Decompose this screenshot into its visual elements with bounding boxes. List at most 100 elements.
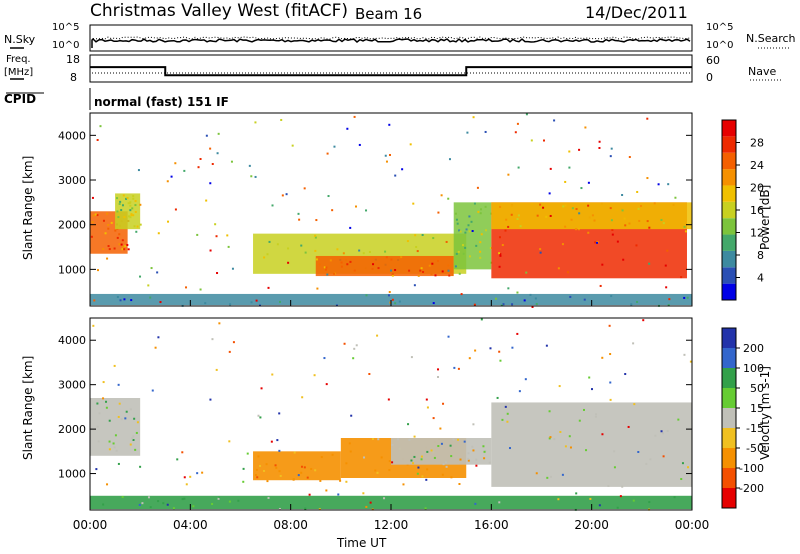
station-title: Christmas Valley West (fitACF) (90, 1, 348, 21)
power-ylabel: Slant Range [km] (21, 156, 35, 260)
velocity-scatter (561, 473, 564, 476)
velocity-speckle (108, 419, 111, 422)
velocity-scatter (343, 342, 346, 345)
power-speckle (324, 268, 327, 271)
power-speckle (454, 265, 457, 268)
power-speckle (662, 222, 665, 225)
velocity-speckle (257, 455, 260, 458)
velocity-scatter (232, 341, 235, 344)
power-speckle (653, 202, 656, 205)
power-scatter (167, 220, 170, 223)
power-scatter (281, 194, 284, 197)
power-speckle (468, 230, 471, 233)
power-scatter (498, 252, 501, 255)
colorbar-tick-label: 8 (757, 249, 764, 262)
velocity-scatter (355, 344, 358, 347)
colorbar-segment (722, 201, 736, 219)
velocity-scatter (325, 489, 328, 492)
velocity-scatter (447, 335, 450, 338)
power-scatter (349, 226, 352, 229)
power-scatter (445, 240, 448, 243)
power-scatter (564, 180, 567, 183)
power-speckle (391, 274, 394, 277)
power-speckle (377, 267, 380, 270)
velocity-speckle (275, 466, 278, 469)
power-speckle (268, 240, 271, 243)
velocity-scatter (218, 322, 221, 325)
ytick-label: 2000 (58, 219, 86, 232)
velocity-scatter (124, 417, 127, 420)
velocity-speckle (293, 451, 296, 454)
power-scatter (358, 143, 361, 146)
power-speckle (120, 243, 123, 246)
power-scatter (303, 187, 306, 190)
power-scatter (216, 152, 219, 155)
colorbar-segment (722, 408, 736, 428)
power-scatter (553, 119, 556, 122)
velocity-scatter (211, 338, 214, 341)
velocity-speckle (149, 506, 152, 509)
colorbar-segment (722, 328, 736, 348)
power-scatter (388, 290, 391, 293)
power-speckle (340, 265, 343, 268)
noise-sky-series (91, 37, 691, 48)
power-speckle (583, 298, 586, 301)
power-scatter (170, 175, 173, 178)
colorbar-segment (722, 468, 736, 488)
velocity-speckle (108, 440, 111, 443)
colorbar-tick-label: -15 (746, 422, 764, 435)
velocity-speckle (300, 465, 303, 468)
xtick-label: 08:00 (273, 518, 308, 532)
velocity-scatter (215, 368, 218, 371)
power-speckle (136, 225, 139, 228)
power-scatter (110, 221, 113, 224)
power-scatter (217, 132, 220, 135)
velocity-speckle (595, 413, 598, 416)
power-speckle (454, 212, 457, 215)
velocity-scatter (489, 347, 492, 350)
power-scatter (440, 194, 443, 197)
power-scatter (362, 252, 365, 255)
velocity-speckle (410, 459, 413, 462)
xtick-label: 20:00 (574, 518, 609, 532)
power-speckle (417, 274, 420, 277)
power-speckle (132, 195, 135, 198)
power-scatter (432, 302, 435, 305)
power-region-7 (90, 293, 692, 306)
power-speckle (102, 219, 105, 222)
velocity-speckle (548, 437, 551, 440)
power-scatter (542, 206, 545, 209)
power-speckle (686, 296, 689, 299)
power-scatter (91, 196, 94, 199)
power-speckle (372, 263, 375, 266)
velocity-scatter (117, 383, 120, 386)
velocity-speckle (279, 474, 282, 477)
power-speckle (204, 302, 207, 305)
velocity-speckle (474, 502, 477, 505)
power-speckle (419, 269, 422, 272)
colorbar-tick-label: 28 (750, 137, 764, 150)
power-speckle (121, 248, 124, 251)
power-scatter (674, 196, 677, 199)
power-speckle (660, 218, 663, 221)
velocity-scatter (417, 466, 420, 469)
velocity-speckle (459, 458, 462, 461)
power-speckle (475, 244, 478, 247)
colorbar-segment (722, 348, 736, 368)
velocity-speckle (442, 463, 445, 466)
power-scatter (205, 199, 208, 202)
power-scatter (657, 183, 660, 186)
velocity-scatter (257, 414, 260, 417)
velocity-speckle (339, 479, 342, 482)
power-speckle (121, 204, 124, 207)
power-scatter (648, 226, 651, 229)
xtick-label: 00:00 (675, 518, 710, 532)
beam-label: Beam 16 (355, 5, 422, 23)
power-scatter (531, 305, 534, 308)
power-speckle (113, 247, 116, 250)
power-scatter (209, 182, 212, 185)
velocity-scatter (444, 461, 447, 464)
velocity-speckle (371, 438, 374, 441)
power-scatter (230, 160, 233, 163)
power-speckle (498, 265, 501, 268)
